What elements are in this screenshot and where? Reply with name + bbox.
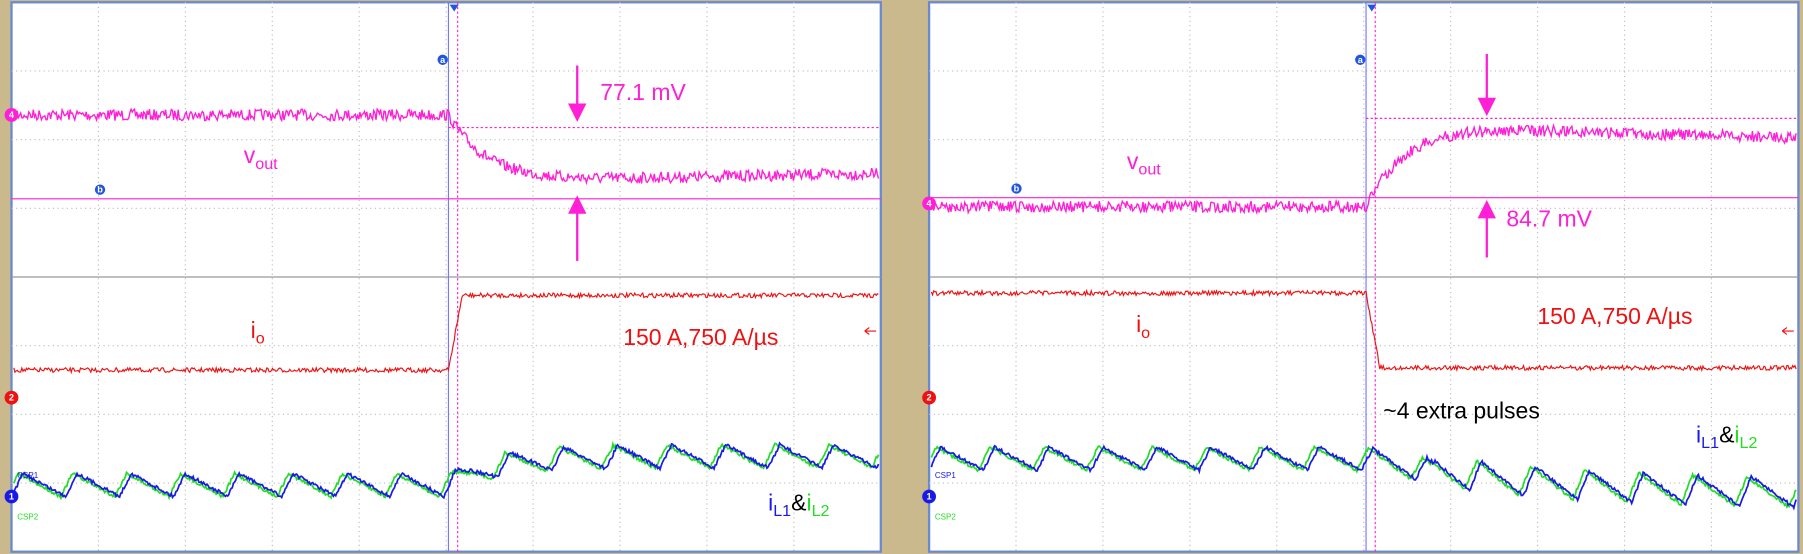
- offset-arrow: [1781, 327, 1794, 335]
- arrow-head: [1477, 97, 1496, 117]
- vout-label: vout: [244, 142, 278, 173]
- label-amp: &: [791, 489, 806, 515]
- note-label: ~4 extra pulses: [1383, 397, 1540, 423]
- trigger-marker: [449, 4, 459, 12]
- channel-marker: [1355, 54, 1366, 65]
- il1-trace: [13, 441, 880, 500]
- channel-marker: [4, 489, 19, 504]
- label-sub: L1: [773, 502, 791, 520]
- label-main: i: [1136, 311, 1141, 337]
- label-sub: L2: [812, 502, 830, 520]
- channel-marker: [437, 54, 448, 65]
- channel-marker-label: a: [1358, 55, 1364, 65]
- channel-marker-label: a: [440, 55, 446, 65]
- label-main: v: [244, 142, 256, 168]
- trigger-marker: [1367, 4, 1377, 12]
- arrow-head: [568, 195, 587, 214]
- vout-trace: [930, 123, 1797, 215]
- csp-label: CSP1: [935, 471, 957, 480]
- channel-marker: [94, 184, 106, 195]
- il1-trace: [930, 444, 1797, 511]
- il-label: iL1&iL2: [768, 489, 829, 520]
- vout-trace: [13, 107, 880, 186]
- label-main: i: [768, 489, 773, 515]
- io-trace: [930, 288, 1797, 373]
- label-amp: &: [1719, 422, 1734, 448]
- label-main: i: [1734, 422, 1739, 448]
- label-main: i: [1696, 422, 1701, 448]
- channel-marker-label: 4: [927, 198, 933, 208]
- channel-marker: [4, 390, 19, 405]
- csp-label: CSP1: [17, 471, 39, 480]
- csp-label: CSP2: [935, 513, 957, 522]
- channel-marker: [922, 489, 936, 504]
- channel-marker-label: 1: [9, 492, 14, 502]
- label-main: i: [806, 489, 811, 515]
- arrow-head: [568, 103, 587, 122]
- delta-label: 77.1 mV: [600, 79, 686, 105]
- il2-trace: [12, 440, 880, 501]
- vout-label: vout: [1127, 148, 1161, 179]
- channel-marker-label: b: [1014, 183, 1020, 193]
- io-label: io: [1136, 311, 1150, 342]
- label-sub: out: [1138, 161, 1161, 179]
- channel-marker: [4, 108, 19, 122]
- label-main: i: [251, 317, 256, 343]
- io-trace: [13, 291, 879, 375]
- label-sub: L1: [1701, 434, 1719, 452]
- channel-marker-label: b: [97, 185, 103, 195]
- label-sub: o: [1141, 324, 1150, 342]
- channel-marker-label: 1: [927, 492, 932, 502]
- label-main: v: [1127, 148, 1139, 174]
- delta-label: 84.7 mV: [1506, 205, 1592, 231]
- channel-marker-label: 2: [9, 393, 14, 403]
- channel-marker: [922, 196, 936, 211]
- il2-trace: [930, 444, 1797, 509]
- label-sub: o: [256, 330, 265, 348]
- channel-marker: [1011, 183, 1022, 194]
- label-sub: L2: [1740, 434, 1758, 452]
- label-sub: out: [255, 155, 278, 173]
- offset-arrow: [864, 327, 877, 335]
- io-label: io: [251, 317, 265, 348]
- channel-marker: [922, 390, 936, 405]
- channel-marker-label: 4: [9, 110, 15, 120]
- arrow-head: [1477, 199, 1496, 219]
- step-label: 150 A,750 A/µs: [1537, 303, 1692, 329]
- channel-marker-label: 2: [927, 393, 932, 403]
- il-label: iL1&iL2: [1696, 422, 1757, 453]
- csp-label: CSP2: [17, 513, 39, 522]
- step-label: 150 A,750 A/µs: [623, 324, 778, 350]
